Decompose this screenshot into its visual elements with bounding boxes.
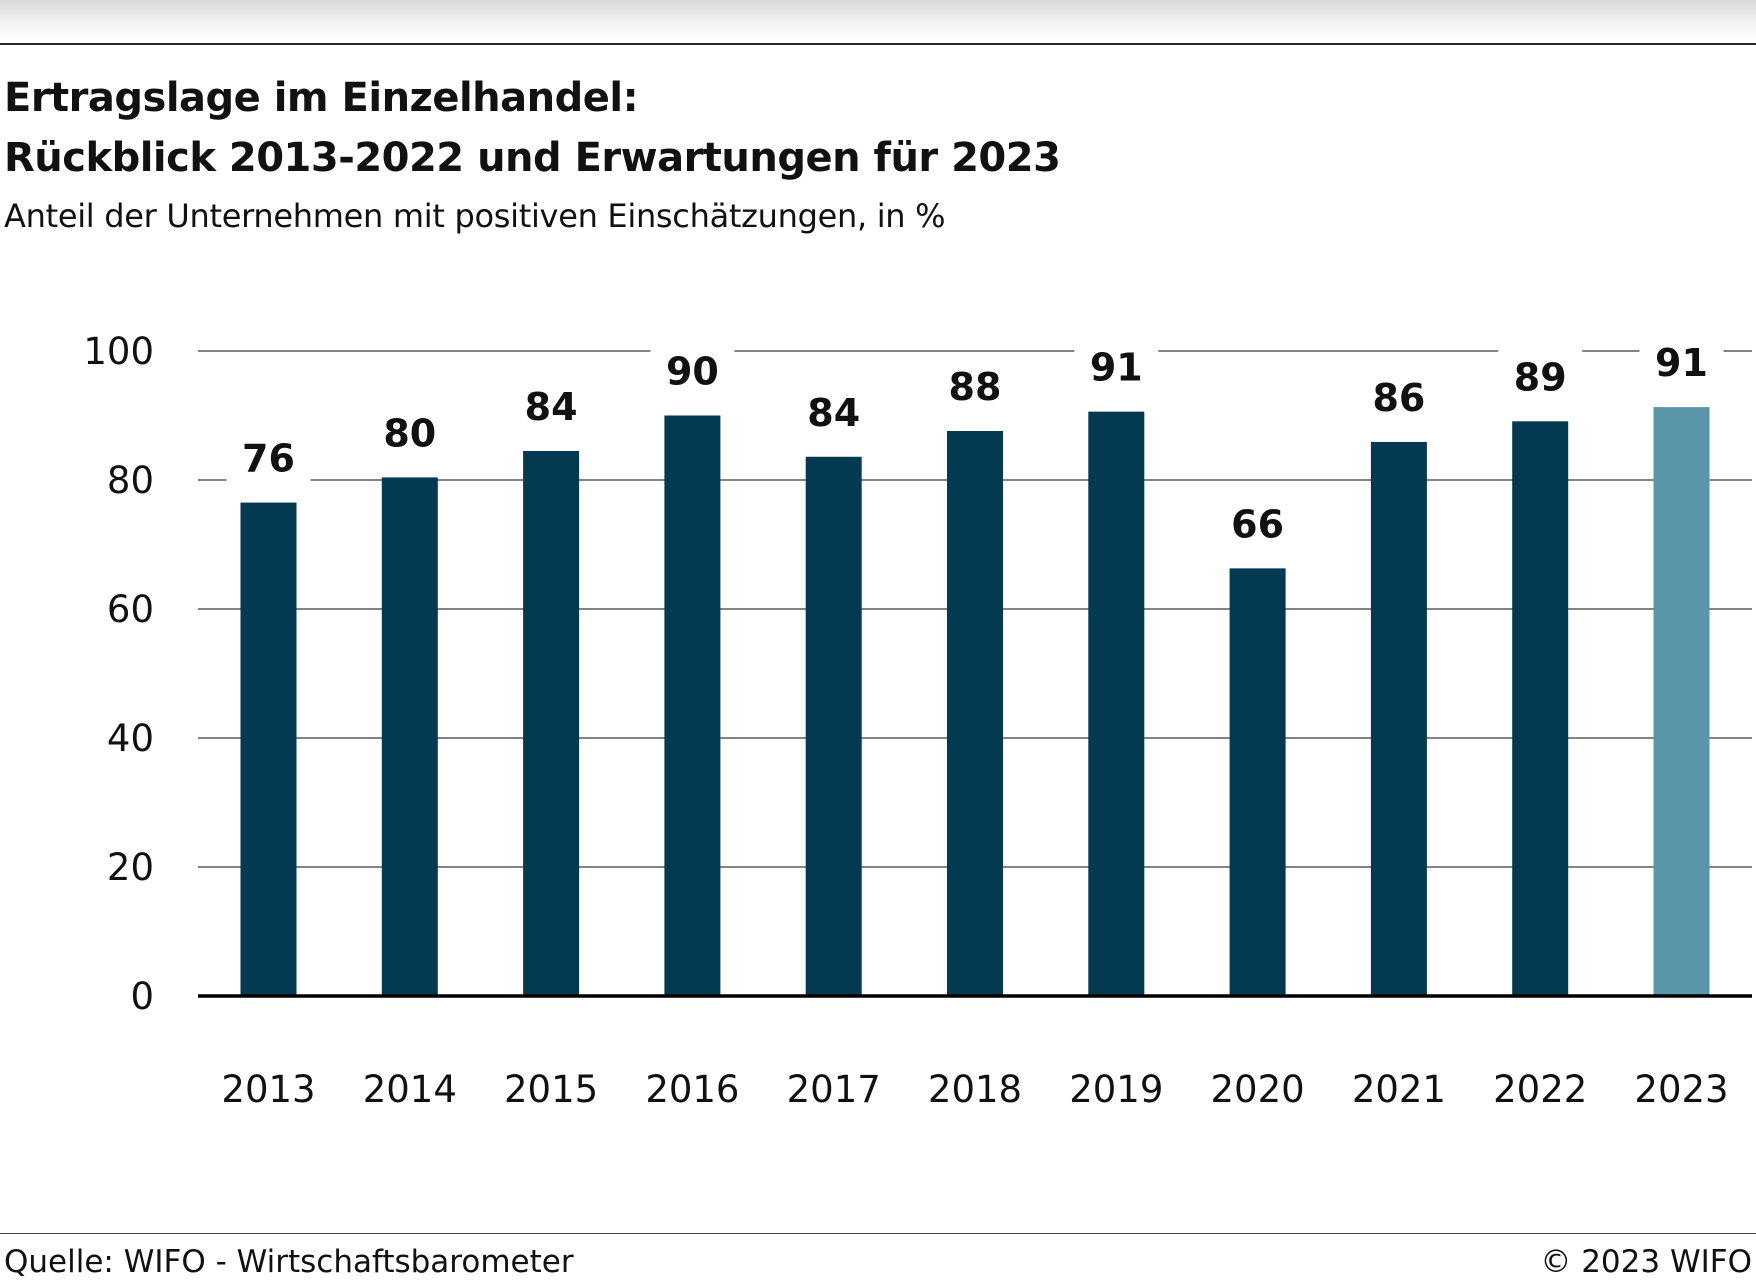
bar-2018 — [947, 430, 1003, 997]
copyright-note: © 2023 WIFO — [1540, 1244, 1752, 1280]
top-rule — [0, 43, 1756, 45]
data-label-bg-2023 — [1639, 335, 1724, 388]
data-label-bg-2018 — [933, 358, 1017, 411]
x-tick-label-2020: 2020 — [1211, 1068, 1305, 1111]
y-tick-label-80: 80 — [107, 459, 154, 502]
x-tick-label-2021: 2021 — [1352, 1068, 1446, 1111]
bars — [198, 407, 1752, 998]
data-label-bg-2015 — [509, 378, 594, 431]
chart-title-line2: Rückblick 2013-2022 und Erwartungen für … — [4, 135, 1061, 181]
chart-title: Ertragslage im Einzelhandel: Rückblick 2… — [4, 68, 1061, 188]
top-fade-band — [0, 0, 1756, 42]
bar-2017 — [805, 456, 862, 996]
data-label-bg-2020 — [1215, 496, 1300, 549]
bar-2021 — [1370, 441, 1427, 996]
x-tick-label-2017: 2017 — [787, 1068, 881, 1111]
bar-2015 — [523, 450, 580, 997]
data-label-bg-2013 — [226, 430, 311, 483]
bar-2020 — [1229, 568, 1286, 996]
y-tick-labels: 0 20 40 60 80 100 — [83, 330, 154, 1018]
x-tick-label-2019: 2019 — [1069, 1068, 1163, 1111]
y-tick-label-60: 60 — [107, 588, 154, 631]
x-tick-label-2022: 2022 — [1493, 1068, 1587, 1111]
chart-title-line1: Ertragslage im Einzelhandel: — [4, 75, 639, 121]
data-label-2017: 84 — [807, 391, 860, 435]
data-label-2015: 84 — [525, 385, 578, 429]
source-note: Quelle: WIFO - Wirtschaftsbarometer — [4, 1244, 574, 1280]
bar-2016 — [664, 415, 721, 996]
data-labels: 76 80 84 90 84 88 91 66 86 89 91 — [226, 335, 1724, 549]
x-tick-label-2015: 2015 — [504, 1068, 598, 1111]
data-label-2022: 89 — [1514, 355, 1567, 399]
bar-2013 — [240, 502, 297, 996]
data-label-bg-2016 — [650, 343, 735, 396]
y-tick-label-0: 0 — [130, 975, 154, 1018]
x-tick-label-2016: 2016 — [645, 1068, 739, 1111]
bar-2019 — [1088, 411, 1145, 996]
data-label-bg-2017 — [791, 384, 876, 437]
data-label-2013: 76 — [242, 437, 295, 481]
bottom-rule — [0, 1233, 1756, 1234]
bar-2023 — [1653, 407, 1710, 996]
x-tick-label-2018: 2018 — [928, 1068, 1022, 1111]
data-label-bg-2019 — [1074, 339, 1159, 392]
bar-2022 — [1512, 421, 1569, 996]
y-tick-label-20: 20 — [107, 846, 154, 889]
x-tick-labels: 2013 2014 2015 2016 2017 2018 2019 2020 2021 2022… — [221, 1068, 1728, 1111]
bar-2014 — [381, 477, 438, 996]
data-label-bg-2021 — [1356, 369, 1441, 422]
data-label-2021: 86 — [1372, 376, 1425, 420]
x-tick-label-2023: 2023 — [1634, 1068, 1728, 1111]
x-tick-label-2014: 2014 — [363, 1068, 457, 1111]
chart-subtitle: Anteil der Unternehmen mit positiven Ein… — [4, 197, 946, 235]
x-tick-label-2013: 2013 — [221, 1068, 315, 1111]
y-tick-label-100: 100 — [83, 330, 154, 373]
data-label-2019: 91 — [1090, 346, 1143, 390]
y-tick-label-40: 40 — [107, 717, 154, 760]
data-label-2018: 88 — [949, 365, 1002, 409]
data-label-2023: 91 — [1655, 341, 1708, 385]
data-label-2016: 90 — [666, 350, 719, 394]
data-label-2020: 66 — [1231, 502, 1284, 546]
data-label-2014: 80 — [383, 411, 436, 455]
data-label-bg-2022 — [1498, 349, 1583, 402]
data-label-bg-2014 — [367, 405, 452, 458]
